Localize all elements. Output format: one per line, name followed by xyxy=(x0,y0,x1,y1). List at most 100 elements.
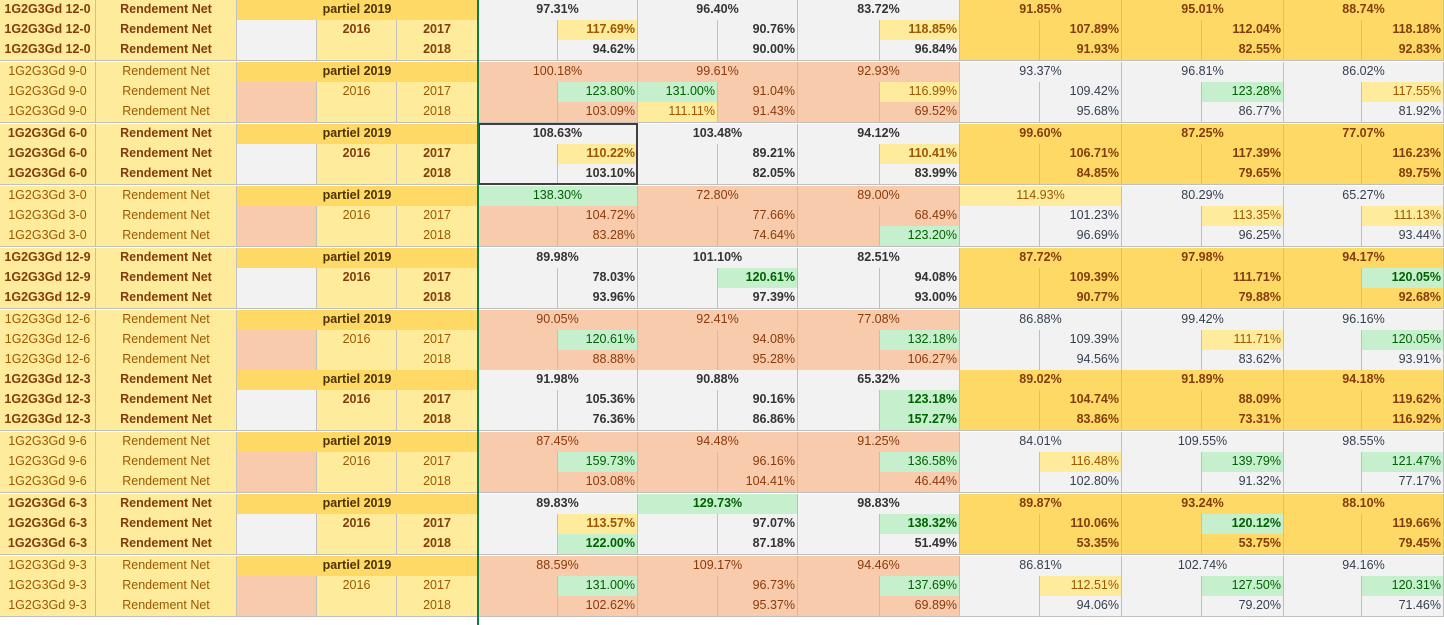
data-value-cell[interactable]: 93.96% xyxy=(558,288,638,309)
data-value-cell[interactable]: 91.32% xyxy=(1202,472,1284,493)
empty-cell[interactable] xyxy=(1122,350,1202,371)
partial-2019-value[interactable]: 96.16% xyxy=(1284,310,1444,331)
empty-cell[interactable] xyxy=(960,330,1040,351)
partial-2019-value[interactable]: 65.27% xyxy=(1284,186,1444,207)
partial-2019-value[interactable]: 109.55% xyxy=(1122,432,1284,453)
empty-cell[interactable] xyxy=(237,20,317,41)
empty-cell[interactable] xyxy=(1122,288,1202,309)
empty-cell[interactable] xyxy=(478,82,558,103)
empty-cell[interactable] xyxy=(960,576,1040,597)
metric-label[interactable]: Rendement Net xyxy=(96,556,237,577)
data-value-cell[interactable]: 102.80% xyxy=(1040,472,1122,493)
partial-2019-value[interactable]: 91.85% xyxy=(960,0,1122,21)
data-value-cell[interactable]: 89.21% xyxy=(718,144,798,165)
empty-cell[interactable] xyxy=(317,534,397,555)
data-value-cell[interactable]: 116.48% xyxy=(1040,452,1122,473)
row-label[interactable]: 1G2G3Gd 12-9 xyxy=(0,248,96,269)
data-value-cell[interactable]: 106.71% xyxy=(1040,144,1122,165)
data-value-cell[interactable]: 123.28% xyxy=(1202,82,1284,103)
partial-2019-value[interactable]: 89.83% xyxy=(478,494,638,515)
data-value-cell[interactable]: 76.36% xyxy=(558,410,638,431)
year-2018-label[interactable]: 2018 xyxy=(397,534,478,555)
empty-cell[interactable] xyxy=(317,410,397,431)
year-2017-label[interactable]: 2017 xyxy=(397,144,478,165)
empty-cell[interactable] xyxy=(237,82,317,103)
empty-cell[interactable] xyxy=(1284,596,1362,617)
partial-2019-value[interactable]: 65.32% xyxy=(798,370,960,391)
empty-cell[interactable] xyxy=(237,452,317,473)
empty-cell[interactable] xyxy=(960,452,1040,473)
empty-cell[interactable] xyxy=(798,350,880,371)
data-value-cell[interactable]: 83.86% xyxy=(1040,410,1122,431)
data-value-cell[interactable]: 92.83% xyxy=(1362,40,1444,61)
empty-cell[interactable] xyxy=(960,268,1040,289)
empty-cell[interactable] xyxy=(960,206,1040,227)
empty-cell[interactable] xyxy=(798,452,880,473)
data-value-cell[interactable]: 86.77% xyxy=(1202,102,1284,123)
data-value-cell[interactable]: 94.06% xyxy=(1040,596,1122,617)
data-value-cell[interactable]: 131.00% xyxy=(638,82,718,103)
partial-2019-value[interactable]: 129.73% xyxy=(638,494,798,515)
partial-2019-value[interactable]: 88.10% xyxy=(1284,494,1444,515)
empty-cell[interactable] xyxy=(798,20,880,41)
data-value-cell[interactable]: 123.20% xyxy=(880,226,960,247)
data-value-cell[interactable]: 69.52% xyxy=(880,102,960,123)
data-value-cell[interactable]: 109.39% xyxy=(1040,268,1122,289)
empty-cell[interactable] xyxy=(237,576,317,597)
data-value-cell[interactable]: 53.75% xyxy=(1202,534,1284,555)
row-label[interactable]: 1G2G3Gd 6-3 xyxy=(0,534,96,555)
empty-cell[interactable] xyxy=(798,40,880,61)
data-value-cell[interactable]: 89.75% xyxy=(1362,164,1444,185)
data-value-cell[interactable]: 82.05% xyxy=(718,164,798,185)
empty-cell[interactable] xyxy=(1284,206,1362,227)
row-label[interactable]: 1G2G3Gd 12-3 xyxy=(0,410,96,431)
data-value-cell[interactable]: 83.62% xyxy=(1202,350,1284,371)
empty-cell[interactable] xyxy=(638,514,718,535)
partial-2019-value[interactable]: 77.08% xyxy=(798,310,960,331)
partial-2019-value[interactable]: 88.74% xyxy=(1284,0,1444,21)
data-value-cell[interactable]: 118.85% xyxy=(880,20,960,41)
empty-cell[interactable] xyxy=(237,350,317,371)
data-value-cell[interactable]: 105.36% xyxy=(558,390,638,411)
empty-cell[interactable] xyxy=(237,288,317,309)
data-value-cell[interactable]: 79.65% xyxy=(1202,164,1284,185)
empty-cell[interactable] xyxy=(798,164,880,185)
data-value-cell[interactable]: 69.89% xyxy=(880,596,960,617)
partial-2019-value[interactable]: 87.72% xyxy=(960,248,1122,269)
data-value-cell[interactable]: 112.04% xyxy=(1202,20,1284,41)
year-2017-label[interactable]: 2017 xyxy=(397,330,478,351)
data-value-cell[interactable]: 117.69% xyxy=(558,20,638,41)
data-value-cell[interactable]: 83.28% xyxy=(558,226,638,247)
empty-cell[interactable] xyxy=(638,40,718,61)
data-value-cell[interactable]: 137.69% xyxy=(880,576,960,597)
empty-cell[interactable] xyxy=(317,226,397,247)
metric-label[interactable]: Rendement Net xyxy=(96,0,237,21)
metric-label[interactable]: Rendement Net xyxy=(96,330,237,351)
empty-cell[interactable] xyxy=(638,330,718,351)
empty-cell[interactable] xyxy=(478,164,558,185)
data-value-cell[interactable]: 51.49% xyxy=(880,534,960,555)
empty-cell[interactable] xyxy=(1284,514,1362,535)
empty-cell[interactable] xyxy=(798,596,880,617)
partial-2019-value[interactable]: 87.45% xyxy=(478,432,638,453)
empty-cell[interactable] xyxy=(1122,226,1202,247)
year-2018-label[interactable]: 2018 xyxy=(397,472,478,493)
empty-cell[interactable] xyxy=(237,226,317,247)
empty-cell[interactable] xyxy=(1284,452,1362,473)
data-value-cell[interactable]: 82.55% xyxy=(1202,40,1284,61)
metric-label[interactable]: Rendement Net xyxy=(96,596,237,617)
empty-cell[interactable] xyxy=(798,330,880,351)
empty-cell[interactable] xyxy=(638,288,718,309)
empty-cell[interactable] xyxy=(1284,102,1362,123)
metric-label[interactable]: Rendement Net xyxy=(96,432,237,453)
year-2016-label[interactable]: 2016 xyxy=(317,514,397,535)
partial-2019-value[interactable]: 100.18% xyxy=(478,62,638,83)
empty-cell[interactable] xyxy=(478,20,558,41)
empty-cell[interactable] xyxy=(1122,534,1202,555)
data-value-cell[interactable]: 87.18% xyxy=(718,534,798,555)
partial-2019-value[interactable]: 101.10% xyxy=(638,248,798,269)
empty-cell[interactable] xyxy=(1284,390,1362,411)
empty-cell[interactable] xyxy=(1284,410,1362,431)
empty-cell[interactable] xyxy=(1284,164,1362,185)
data-value-cell[interactable]: 94.08% xyxy=(718,330,798,351)
